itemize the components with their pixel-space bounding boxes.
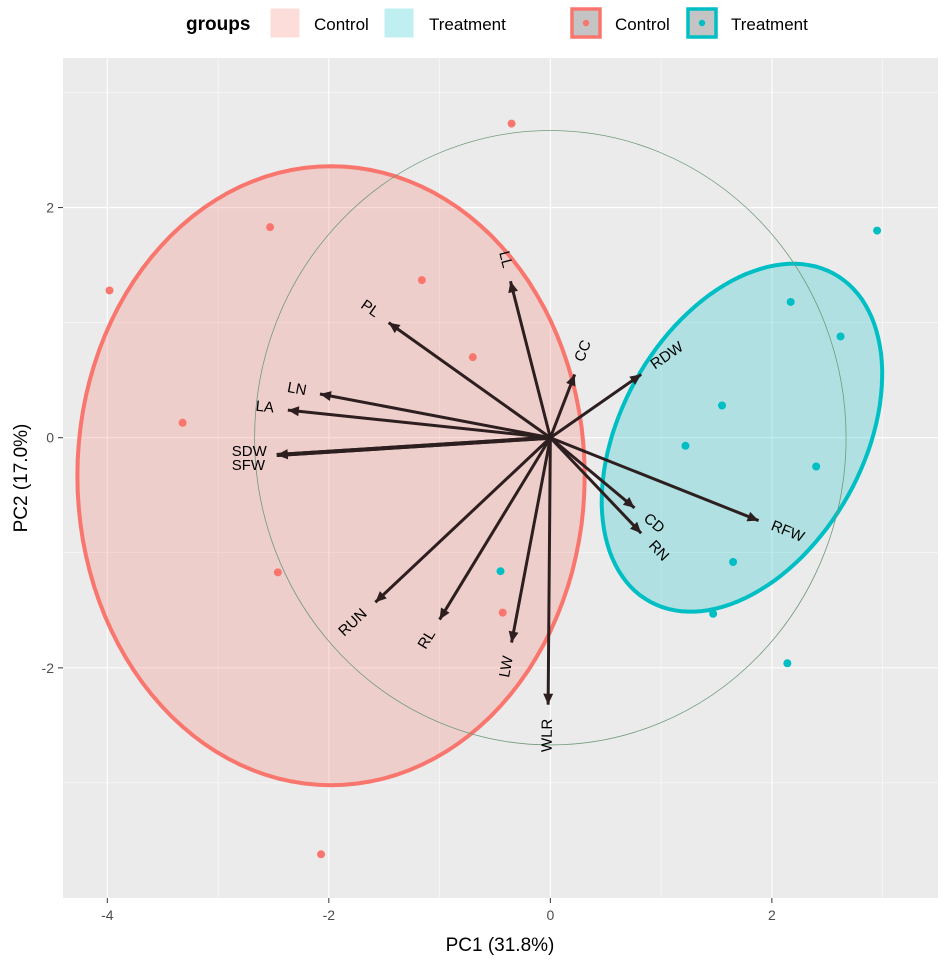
- arrowhead-cc: [566, 374, 576, 387]
- y-tick-label: 2: [46, 200, 54, 216]
- point-treatment: [718, 401, 727, 410]
- correlation-circle-outline: [254, 130, 847, 746]
- point-control: [266, 223, 275, 232]
- ellipse-treatment: [599, 261, 885, 614]
- point-treatment: [496, 567, 505, 576]
- legend-fill-key-control: [269, 7, 301, 39]
- point-control: [317, 850, 326, 859]
- plot-panel: [63, 58, 938, 898]
- point-control: [417, 276, 426, 285]
- x-axis-ticks: -4 -2 0 2: [101, 898, 776, 923]
- loading-label-la: LA: [255, 398, 275, 417]
- arrowhead-rn: [630, 521, 642, 534]
- x-axis-title: PC1 (31.8%): [446, 935, 555, 956]
- point-control: [273, 568, 282, 577]
- gridlines: [63, 58, 938, 898]
- arrow-rdw: [549, 373, 643, 439]
- point-treatment: [812, 462, 821, 471]
- arrow-pl: [387, 321, 552, 439]
- loading-label-sdw: SDW: [232, 443, 268, 460]
- arrowhead-sfw: [276, 449, 289, 460]
- y-axis-ticks: -2 0 2: [42, 200, 63, 676]
- arrowhead-wlr: [543, 693, 554, 705]
- point-treatment: [873, 226, 882, 235]
- point-treatment: [836, 332, 845, 341]
- arrow-rn: [549, 436, 643, 535]
- x-tick-label: -2: [323, 907, 336, 923]
- point-treatment: [783, 659, 792, 668]
- point-treatment: [681, 441, 690, 450]
- arrow-lw: [510, 437, 552, 643]
- loading-arrows: [276, 280, 760, 705]
- legend-point-label-control: Control: [615, 15, 670, 34]
- loading-label-ll: LL: [495, 249, 516, 269]
- arrow-cc: [548, 373, 577, 439]
- arrow-la: [287, 408, 551, 440]
- loading-label-ln: LN: [286, 379, 308, 399]
- arrowhead-rdw: [629, 374, 642, 385]
- legend-fill-label-control: Control: [314, 15, 369, 34]
- arrow-sfw: [276, 435, 551, 457]
- point-control: [178, 418, 187, 427]
- loading-label-lw: LW: [496, 654, 517, 679]
- arrow-ln: [319, 392, 551, 440]
- arrowhead-lw: [508, 630, 519, 643]
- arrow-wlr: [546, 437, 552, 705]
- arrow-rl: [438, 436, 552, 621]
- arrow-ll: [509, 280, 552, 439]
- correlation-circle: [254, 130, 847, 746]
- arrowhead-rl: [439, 607, 450, 620]
- ellipse-control: [75, 164, 587, 788]
- arrowhead-pl: [388, 322, 401, 334]
- y-axis-title: PC2 (17.0%): [11, 424, 32, 533]
- legend-fill-key-treatment: [383, 7, 415, 39]
- point-control: [507, 119, 516, 128]
- point-control: [468, 353, 477, 362]
- point-treatment: [709, 609, 718, 618]
- legend-point-label-treatment: Treatment: [731, 15, 808, 34]
- loading-label-wlr: WLR: [539, 718, 556, 752]
- x-tick-label: 0: [546, 907, 554, 923]
- arrowhead-cd: [622, 497, 635, 508]
- arrow-rfw: [549, 436, 760, 522]
- group-ellipses: [75, 164, 885, 788]
- point-control: [498, 608, 507, 617]
- legend-point-key-control: [570, 7, 602, 39]
- point-control: [105, 286, 114, 295]
- point-treatment: [786, 297, 795, 306]
- legend-fill-label-treatment: Treatment: [429, 15, 506, 34]
- y-tick-label: 0: [46, 430, 54, 446]
- legend: groups Control Treatment Control Treatme…: [186, 7, 808, 39]
- arrowhead-ll: [508, 281, 518, 294]
- legend-point-dot-treatment: [698, 19, 706, 27]
- loading-label-cc: CC: [571, 338, 595, 364]
- loading-label-sfw: SFW: [232, 457, 266, 474]
- data-points: [105, 119, 882, 859]
- arrowhead-ln: [319, 391, 332, 401]
- arrow-cd: [549, 436, 636, 510]
- x-tick-label: -4: [101, 907, 114, 923]
- arrowhead-rfw: [746, 511, 759, 522]
- legend-point-dot-control: [582, 19, 590, 27]
- arrowhead-la: [287, 406, 300, 417]
- arrow-run: [374, 436, 552, 604]
- arrowhead-run: [375, 591, 387, 603]
- point-treatment: [729, 558, 738, 566]
- x-tick-label: 2: [768, 907, 776, 923]
- legend-title: groups: [186, 14, 250, 35]
- y-tick-label: -2: [42, 660, 55, 676]
